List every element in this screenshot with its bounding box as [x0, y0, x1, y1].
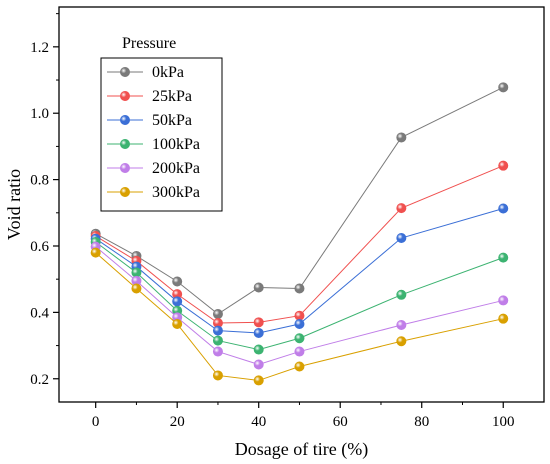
legend-item: 200kPa — [107, 160, 200, 177]
plot-area — [58, 6, 545, 403]
x-tick-label: 100 — [492, 414, 515, 430]
legend-item: 0kPa — [107, 64, 184, 81]
y-tick-label: 1.0 — [30, 106, 49, 122]
data-point — [212, 325, 223, 336]
data-point — [253, 344, 264, 355]
x-tick-label: 20 — [170, 414, 185, 430]
y-tick-label: 0.2 — [30, 372, 49, 388]
data-point — [294, 361, 305, 372]
series-line — [95, 252, 504, 381]
series-line — [95, 208, 504, 334]
legend-marker — [120, 138, 131, 149]
data-point — [294, 318, 305, 329]
legend-marker — [120, 162, 131, 173]
data-point — [396, 233, 407, 244]
data-point — [212, 309, 223, 320]
legend-label: 300kPa — [152, 184, 200, 201]
legend-label: 25kPa — [152, 88, 192, 105]
series-lines — [90, 82, 509, 386]
data-point — [498, 252, 509, 263]
x-tick-label: 40 — [251, 414, 266, 430]
series-line — [95, 241, 504, 351]
data-point — [498, 313, 509, 324]
data-point — [172, 276, 183, 287]
y-tick-label: 0.6 — [30, 239, 49, 255]
axis-ticks: 0 20 40 60 80 100 0.2 0.4 0.6 0.8 1.0 1.2 — [30, 13, 515, 430]
data-point — [131, 267, 142, 278]
legend-label: 0kPa — [152, 64, 184, 81]
data-point — [294, 283, 305, 294]
data-point — [90, 247, 101, 258]
data-point — [212, 346, 223, 357]
data-point — [396, 289, 407, 300]
legend-item: 25kPa — [107, 88, 192, 105]
series-200kPa — [90, 241, 509, 370]
legend-box — [100, 57, 223, 212]
data-point — [396, 319, 407, 330]
series-line — [95, 165, 504, 324]
data-point — [253, 282, 264, 293]
data-point — [212, 370, 223, 381]
legend-label: 200kPa — [152, 160, 200, 177]
x-tick-label: 80 — [414, 414, 429, 430]
data-point — [253, 375, 264, 386]
legend-item: 50kPa — [107, 112, 192, 129]
data-point — [253, 317, 264, 328]
data-point — [498, 82, 509, 93]
x-axis-title: Dosage of tire (%) — [235, 439, 368, 460]
plot-frame — [58, 6, 545, 403]
data-point — [172, 318, 183, 329]
data-point — [294, 333, 305, 344]
legend-label: 50kPa — [152, 112, 192, 129]
y-tick-label: 1.2 — [30, 40, 49, 56]
data-point — [396, 132, 407, 143]
data-point — [498, 295, 509, 306]
legend-label: 100kPa — [152, 136, 200, 153]
y-tick-label: 0.4 — [30, 305, 49, 321]
data-point — [294, 310, 305, 321]
data-point — [253, 327, 264, 338]
y-tick-label: 0.8 — [30, 173, 49, 189]
data-point — [498, 203, 509, 214]
x-tick-label: 60 — [333, 414, 348, 430]
data-point — [498, 160, 509, 171]
legend-marker — [120, 67, 131, 78]
x-tick-label: 0 — [92, 414, 100, 430]
data-point — [294, 346, 305, 357]
legend-marker — [120, 115, 131, 126]
data-point — [396, 203, 407, 214]
legend: Pressure 0kPa 25kPa 50kPa 100kPa 200kPa 300kP… — [100, 35, 223, 212]
legend-marker — [120, 186, 131, 197]
legend-title: Pressure — [122, 35, 176, 52]
legend-marker — [120, 91, 131, 102]
data-point — [131, 283, 142, 294]
legend-item: 300kPa — [107, 184, 200, 201]
series-300kPa — [90, 247, 509, 386]
series-line — [95, 246, 504, 366]
data-point — [172, 296, 183, 307]
data-point — [396, 336, 407, 347]
data-point — [212, 335, 223, 346]
data-point — [253, 359, 264, 370]
y-axis-title: Void ratio — [4, 169, 24, 240]
legend-item: 100kPa — [107, 136, 200, 153]
series-line — [95, 86, 504, 315]
